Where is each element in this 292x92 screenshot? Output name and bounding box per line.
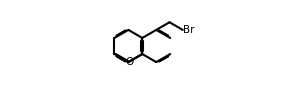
Text: O: O: [125, 57, 133, 67]
Text: Br: Br: [183, 25, 195, 35]
